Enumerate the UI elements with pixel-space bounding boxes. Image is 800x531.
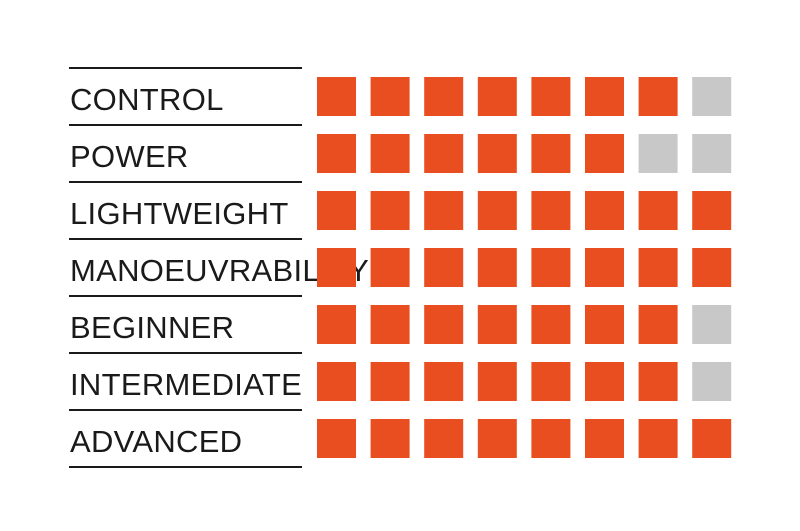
rating-square-filled bbox=[638, 419, 678, 458]
rating-square-filled bbox=[638, 305, 678, 344]
rating-square-filled bbox=[638, 191, 678, 230]
rating-square-filled bbox=[585, 248, 624, 287]
rating-square-filled bbox=[531, 419, 571, 458]
rating-square-filled bbox=[692, 191, 732, 230]
rating-row-beginner: BEGINNER bbox=[69, 305, 732, 354]
row-label: POWER bbox=[70, 139, 189, 174]
rating-square-filled bbox=[638, 77, 678, 116]
rating-square-filled bbox=[585, 419, 624, 458]
rating-row-advanced: ADVANCED bbox=[69, 419, 732, 468]
rating-square-filled bbox=[477, 77, 517, 116]
rating-square-filled bbox=[317, 134, 356, 173]
rating-square-filled bbox=[531, 362, 571, 401]
rating-square-filled bbox=[370, 305, 410, 344]
rating-square-filled bbox=[692, 248, 732, 287]
rating-square-filled bbox=[477, 305, 517, 344]
rating-square-filled bbox=[531, 134, 571, 173]
rating-square-filled bbox=[477, 191, 517, 230]
rating-square-filled bbox=[638, 362, 678, 401]
rating-square-filled bbox=[531, 191, 571, 230]
rating-square-filled bbox=[424, 362, 464, 401]
rating-row-manoeuvrability: MANOEUVRABILITY bbox=[69, 248, 732, 297]
rating-square-filled bbox=[531, 77, 571, 116]
row-label: CONTROL bbox=[70, 82, 224, 117]
rating-square-filled bbox=[585, 134, 624, 173]
row-label: BEGINNER bbox=[70, 310, 234, 345]
rating-square-filled bbox=[585, 362, 624, 401]
rating-square-filled bbox=[585, 191, 624, 230]
row-label: ADVANCED bbox=[70, 424, 242, 459]
rating-square-filled bbox=[317, 419, 356, 458]
rating-square-filled bbox=[531, 248, 571, 287]
rating-square-filled bbox=[370, 419, 410, 458]
rating-square-filled bbox=[477, 248, 517, 287]
rating-square-empty bbox=[638, 134, 678, 173]
rating-square-filled bbox=[477, 419, 517, 458]
rating-square-filled bbox=[424, 305, 464, 344]
rating-square-filled bbox=[424, 248, 464, 287]
row-label: LIGHTWEIGHT bbox=[70, 196, 289, 231]
rating-square-filled bbox=[424, 191, 464, 230]
rating-square-filled bbox=[638, 248, 678, 287]
rating-square-filled bbox=[370, 248, 410, 287]
rating-square-filled bbox=[531, 305, 571, 344]
rating-square-filled bbox=[370, 191, 410, 230]
rating-square-empty bbox=[692, 77, 732, 116]
rating-square-filled bbox=[692, 419, 732, 458]
rating-square-filled bbox=[585, 77, 624, 116]
rating-square-filled bbox=[424, 419, 464, 458]
row-label: INTERMEDIATE bbox=[70, 367, 302, 402]
rating-square-filled bbox=[424, 77, 464, 116]
rating-square-filled bbox=[424, 134, 464, 173]
rating-square-filled bbox=[317, 77, 356, 116]
rating-row-power: POWER bbox=[69, 134, 732, 183]
rating-square-filled bbox=[585, 305, 624, 344]
rating-square-empty bbox=[692, 305, 732, 344]
rating-square-filled bbox=[370, 362, 410, 401]
rating-square-empty bbox=[692, 362, 732, 401]
rating-square-filled bbox=[317, 248, 356, 287]
rating-square-filled bbox=[370, 134, 410, 173]
rating-square-filled bbox=[317, 362, 356, 401]
rating-row-control: CONTROL bbox=[69, 77, 732, 126]
rating-square-filled bbox=[317, 305, 356, 344]
rating-square-empty bbox=[692, 134, 732, 173]
rating-row-lightweight: LIGHTWEIGHT bbox=[69, 191, 732, 240]
rating-square-filled bbox=[477, 362, 517, 401]
rating-square-filled bbox=[370, 77, 410, 116]
rating-row-intermediate: INTERMEDIATE bbox=[69, 362, 732, 411]
rating-square-filled bbox=[317, 191, 356, 230]
rating-square-filled bbox=[477, 134, 517, 173]
